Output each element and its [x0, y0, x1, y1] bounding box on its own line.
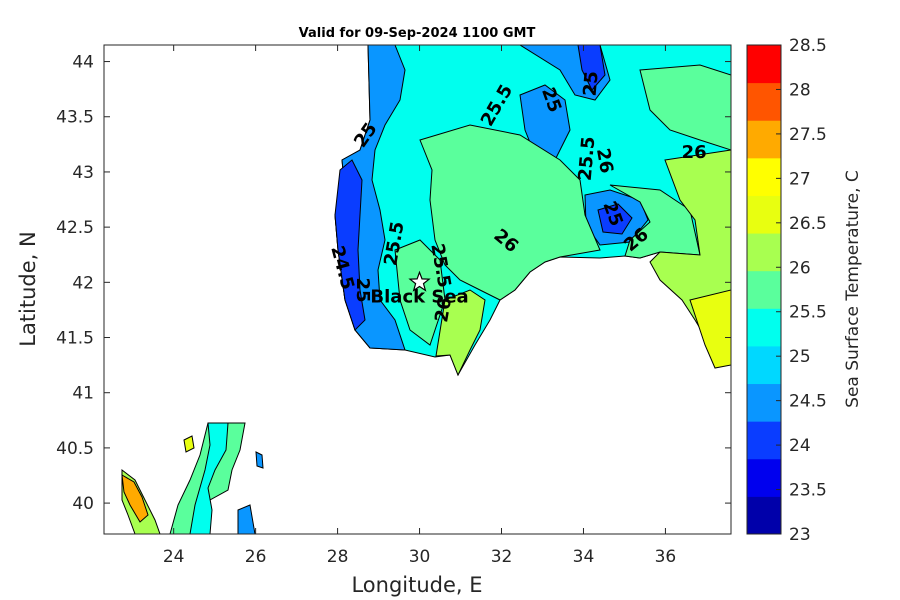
sea-region-25.5-26-central — [419, 124, 601, 301]
colorbar-tick-label: 26.5 — [789, 214, 827, 234]
sea-region-25.5-26-upper — [639, 64, 731, 151]
contour-label: 25 — [352, 278, 373, 303]
colorbar-segment — [747, 421, 781, 460]
colorbar-tick-label: 25.5 — [789, 303, 827, 323]
y-tick-label: 43 — [72, 163, 94, 183]
x-tick-label: 36 — [655, 547, 677, 567]
colorbar-tick-label: 26 — [789, 258, 811, 278]
colorbar-segment — [747, 82, 781, 121]
colorbar-segment — [747, 345, 781, 385]
colorbar-tick-label: 25 — [789, 347, 811, 367]
sea-region-aegean-spot — [183, 435, 195, 453]
colorbar-tick-label: 24.5 — [789, 392, 827, 412]
contour-label: 26 — [592, 147, 617, 175]
x-axis-title: Longitude, E — [351, 573, 482, 597]
colorbar-tick-label: 23.5 — [789, 481, 827, 501]
y-tick-label: 42.5 — [56, 218, 94, 238]
y-tick-label: 44 — [72, 53, 94, 73]
colorbar-tick-label: 28 — [789, 80, 811, 100]
sea-region-24-24.5-west — [334, 159, 366, 331]
colorbar-segment — [747, 270, 781, 309]
x-tick-label: 30 — [409, 547, 431, 567]
sea-region-aegean-warm — [121, 474, 149, 523]
sea-region-24.5-25-mid — [519, 84, 571, 161]
colorbar-tick-label: 24 — [789, 436, 811, 456]
y-axis: 40 40.5 41 41.5 42 42.5 43 43.5 44 — [56, 53, 731, 514]
sea-region-26-26.5-south — [435, 289, 486, 377]
sea-region-25.5-26-west — [394, 239, 446, 346]
colorbar-segment — [747, 120, 781, 159]
contour-label: 25.5 — [575, 136, 600, 182]
colorbar-segment — [747, 458, 781, 497]
colorbar: 23 23.5 24 24.5 25 25.5 26 26.5 27 27.5 28 28.5 — [746, 36, 827, 545]
y-tick-label: 41 — [72, 384, 94, 404]
contour-label: 26 — [431, 296, 456, 324]
y-tick-label: 43.5 — [56, 108, 94, 128]
plot-frame — [103, 44, 732, 535]
x-tick-label: 34 — [573, 547, 595, 567]
sea-region-24-24.5-east — [597, 203, 633, 235]
place-label: Black Sea — [370, 286, 468, 307]
sea-region-26.5-27-se — [689, 289, 731, 369]
colorbar-segment — [747, 195, 781, 234]
sea-region-aegean-dot — [255, 451, 264, 469]
contour-label: 25 — [580, 70, 603, 97]
star-marker — [408, 270, 431, 292]
y-tick-label: 42 — [72, 273, 94, 293]
chart-title: Valid for 09-Sep-2024 1100 GMT — [299, 26, 536, 41]
x-axis: 24 26 28 30 32 34 36 — [163, 45, 676, 567]
black-sea-marker: Black Sea — [370, 270, 469, 307]
colorbar-tick-label: 28.5 — [789, 36, 827, 56]
sea-region-aegean-small — [237, 504, 256, 534]
sst-field — [121, 45, 731, 534]
colorbar-segment — [747, 308, 781, 347]
colorbar-tick-label: 23 — [789, 525, 811, 545]
x-tick-label: 24 — [163, 547, 185, 567]
y-tick-label: 40 — [72, 494, 94, 514]
x-tick-label: 32 — [491, 547, 513, 567]
colorbar-frame — [746, 44, 782, 535]
colorbar-segment — [747, 45, 781, 84]
x-tick-label: 28 — [327, 547, 349, 567]
colorbar-segment — [747, 496, 781, 535]
sea-region-25.5-26-east — [609, 184, 701, 259]
sea-region-24-24.5-north — [577, 45, 606, 91]
y-tick-label: 41.5 — [56, 329, 94, 349]
contour-label: 26 — [682, 142, 707, 163]
colorbar-tick-label: 27.5 — [789, 125, 827, 145]
y-tick-label: 40.5 — [56, 439, 94, 459]
colorbar-segment — [747, 383, 781, 422]
colorbar-title: Sea Surface Temperature, C — [843, 170, 863, 408]
y-axis-title: Latitude, N — [16, 231, 40, 347]
x-tick-label: 26 — [245, 547, 267, 567]
sea-region-aegean-cool — [189, 422, 229, 534]
colorbar-tick-label: 27 — [789, 169, 811, 189]
colorbar-segment — [747, 233, 781, 272]
colorbar-segment — [747, 157, 781, 196]
